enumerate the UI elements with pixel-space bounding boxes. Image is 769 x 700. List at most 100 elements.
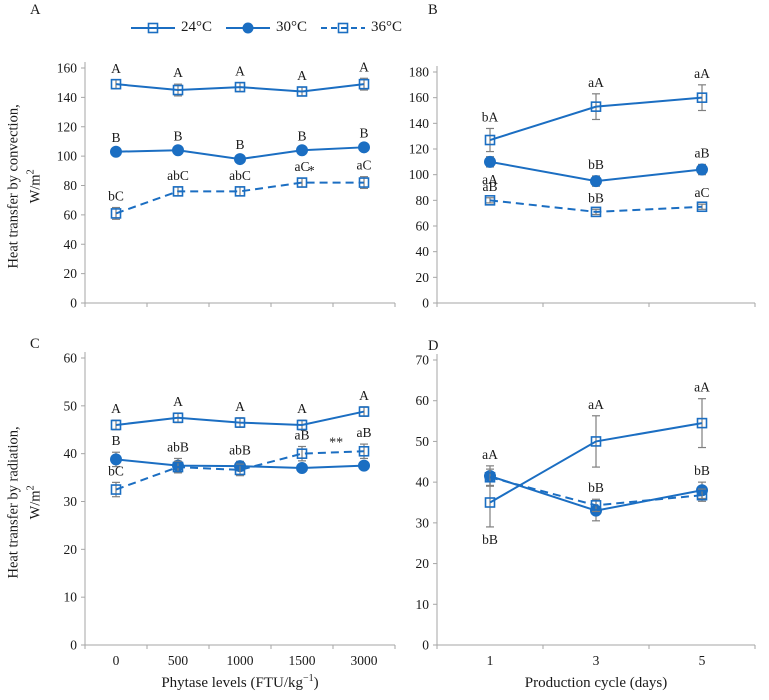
- series-line: [115, 83, 365, 93]
- y-tick-label: 10: [416, 597, 430, 612]
- marker-filled-circle: [358, 141, 370, 154]
- axes: 0 20 40 60 80 100 120 140 160 180: [409, 65, 756, 311]
- y-tick-label: 30: [416, 515, 430, 530]
- x-axis-title-text: Production cycle (days): [524, 675, 668, 691]
- plot-area-b: 0 20 40 60 80 100 120 140 160 180 bA aA aA aA bB aB aB bB…: [409, 65, 756, 311]
- marker-open-square: [696, 201, 708, 213]
- x-tick-label: 1: [487, 653, 494, 668]
- y-tick-label: 30: [64, 494, 78, 509]
- marker-filled-circle: [484, 155, 496, 168]
- y-tick-label: 0: [70, 638, 77, 653]
- marker-open-square: [110, 484, 122, 495]
- y-tick-label: 20: [64, 266, 78, 281]
- marker-open-square: [110, 78, 122, 90]
- marker-open-square: [110, 419, 122, 431]
- significance-asterisk: *: [308, 164, 315, 179]
- x-axis-title-phytase: Phytase levels (FTU/kg−1): [85, 673, 395, 692]
- y-tick-label: 0: [70, 296, 77, 311]
- point-label: bB: [694, 463, 710, 478]
- axes: 0 10 20 30 40 50 60 0 500 1000 1500 3000: [64, 351, 396, 668]
- marker-filled-circle: [110, 145, 122, 158]
- y-tick-label: 50: [64, 398, 78, 413]
- marker-open-square: [234, 464, 246, 476]
- point-label: B: [297, 128, 306, 143]
- marker-filled-circle: [296, 462, 308, 475]
- marker-open-square: [484, 195, 496, 206]
- marker-filled-circle: [172, 144, 184, 157]
- y-tick-label: 0: [422, 296, 429, 311]
- filled-circle-icon: [226, 22, 271, 33]
- point-label: A: [297, 401, 307, 416]
- plot-area-c: 0 10 20 30 40 50 60 0 500 1000 1500 3000 A A A A A B abB ab…: [64, 351, 396, 668]
- marker-open-square: [358, 406, 370, 417]
- point-label: bC: [108, 189, 124, 204]
- panel-d: D 0 10 20 30 40 50 60 70 1 3 5 bB aA aA aA bB bB Product…: [400, 335, 769, 700]
- marker-filled-circle: [234, 153, 246, 166]
- y-tick-label: 80: [64, 178, 78, 193]
- y-tick-label: 120: [409, 142, 430, 157]
- series-line: [115, 450, 365, 491]
- series-line: [489, 422, 703, 504]
- point-label: bA: [482, 109, 499, 124]
- point-label: B: [173, 128, 182, 143]
- point-label: aA: [694, 66, 710, 81]
- marker-open-square: [296, 448, 308, 459]
- x-axis-title-close: ): [313, 675, 319, 691]
- series-36c: bC aB aB: [108, 425, 372, 498]
- legend-item-30c: 30°C: [225, 19, 307, 36]
- point-label: A: [359, 59, 369, 74]
- series-line: [115, 410, 365, 426]
- plot-area-a: 0 20 40 60 80 100 120 140 160 A A A A A B B B B BbC abC abC a…: [57, 59, 396, 311]
- marker-open-square: [172, 186, 184, 197]
- legend-item-36c: 36°C: [320, 19, 402, 36]
- x-tick-label: 500: [168, 653, 189, 668]
- point-label: bB: [588, 480, 604, 495]
- error-bar: [698, 84, 706, 112]
- axes: 0 20 40 60 80 100 120 140 160: [57, 61, 396, 311]
- point-label: aA: [482, 172, 498, 187]
- panel-b: B 0 20 40 60 80 100 120 140 160 180 bA aA aA aA bB aB aB…: [400, 0, 769, 335]
- marker-open-square: [296, 177, 308, 188]
- marker-open-square: [296, 86, 308, 97]
- series-24c: A A A AA: [110, 59, 370, 97]
- y-tick-label: 20: [416, 556, 430, 571]
- point-label: A: [173, 65, 183, 80]
- marker-open-square: [358, 177, 370, 188]
- x-tick-label: 5: [699, 653, 706, 668]
- y-tick-label: 140: [409, 116, 430, 131]
- series-30c: aA bB aB: [482, 145, 710, 188]
- point-label: abC: [229, 168, 251, 183]
- y-tick-label: 40: [416, 475, 430, 490]
- marker-open-square: [696, 92, 708, 103]
- point-label: abC: [167, 168, 189, 183]
- panel-letter-c: C: [30, 336, 40, 352]
- point-label: bC: [108, 463, 124, 478]
- y-tick-label: 100: [57, 149, 78, 164]
- open-square-icon: [131, 22, 175, 33]
- legend-label: 30°C: [276, 19, 308, 35]
- series-line: [489, 96, 703, 141]
- marker-filled-circle: [696, 163, 708, 176]
- x-axis-title-text: Phytase levels (FTU/kg: [161, 675, 303, 691]
- series-line: [115, 181, 364, 215]
- point-label: abB: [229, 442, 251, 457]
- point-label: B: [111, 433, 120, 448]
- y-tick-label: 100: [409, 167, 430, 182]
- marker-open-square: [296, 419, 308, 431]
- y-tick-label: 40: [416, 244, 430, 259]
- point-label: A: [235, 64, 245, 79]
- y-tick-label: 60: [64, 351, 78, 366]
- series-line: [489, 476, 703, 507]
- x-tick-label: 1500: [289, 653, 316, 668]
- point-label: bB: [588, 190, 604, 205]
- point-label: A: [111, 401, 121, 416]
- series-36c: aB bB aC: [483, 179, 710, 218]
- marker-open-square: [484, 497, 496, 508]
- y-tick-label: 140: [57, 90, 78, 105]
- marker-open-square: [172, 412, 184, 424]
- marker-filled-circle: [296, 144, 308, 157]
- y-tick-label: 160: [409, 90, 430, 105]
- series-24c: bA aA aA: [482, 66, 710, 153]
- panel-a: A Heat transfer by convection, W/m2 0 20 4…: [0, 0, 400, 335]
